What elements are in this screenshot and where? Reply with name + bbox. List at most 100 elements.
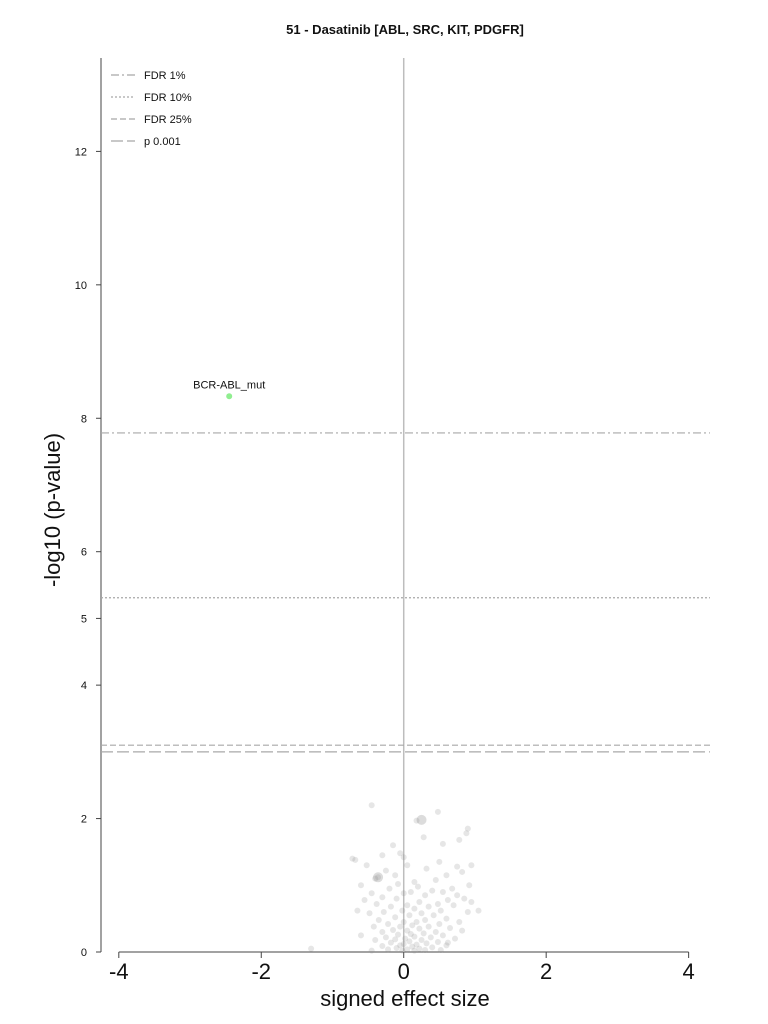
data-point (422, 892, 429, 899)
data-point (406, 938, 413, 945)
data-point (411, 933, 418, 940)
chart-title: 51 - Dasatinib [ABL, SRC, KIT, PDGFR] (286, 22, 524, 37)
data-point (468, 898, 475, 905)
data-point (379, 928, 386, 935)
data-point (372, 875, 379, 882)
data-point (443, 942, 450, 949)
data-point (373, 872, 384, 883)
data-point (422, 946, 429, 953)
data-point (425, 903, 432, 910)
y-tick-label: 0 (81, 947, 87, 959)
data-point (454, 863, 461, 870)
data-point (397, 923, 404, 930)
data-point (382, 934, 389, 941)
data-point (400, 918, 407, 925)
data-point (444, 896, 451, 903)
data-point (475, 907, 482, 914)
data-point (427, 934, 434, 941)
data-point (390, 842, 397, 849)
data-point (402, 935, 409, 942)
data-point (411, 947, 418, 954)
data-point (366, 910, 373, 917)
data-point (452, 935, 459, 942)
data-point (395, 880, 402, 887)
data-point (400, 890, 407, 897)
data-point (392, 936, 399, 943)
data-point (439, 840, 446, 847)
data-point (459, 927, 466, 934)
data-point (461, 895, 468, 902)
data-point (368, 947, 375, 954)
y-tick-label: 8 (81, 413, 87, 425)
data-point (420, 930, 427, 937)
legend-label: FDR 1% (144, 70, 186, 82)
data-point (447, 924, 454, 931)
data-point (308, 945, 315, 952)
data-point (354, 907, 361, 914)
data-point (399, 907, 406, 914)
x-tick-label: 0 (398, 959, 410, 984)
data-point (420, 834, 427, 841)
point-annotation: BCR-ABL_mut (193, 379, 265, 391)
data-point (416, 898, 423, 905)
data-point (404, 902, 411, 909)
highlight-point (226, 393, 233, 400)
plot-area: 0 2 4 5 6 8 10 12 -4 -2 0 2 4 BCR-ABL_mut (75, 58, 710, 984)
data-point (418, 936, 425, 943)
data-point (397, 942, 404, 949)
data-point (379, 894, 386, 901)
data-point (422, 916, 429, 923)
data-point (409, 943, 416, 950)
data-point (437, 946, 444, 953)
data-point (386, 885, 393, 892)
data-point (407, 930, 414, 937)
data-point (429, 887, 436, 894)
data-point (407, 888, 414, 895)
data-point (400, 940, 407, 947)
x-axis-label: signed effect size (320, 986, 490, 1011)
data-point (443, 872, 450, 879)
data-point (379, 852, 386, 859)
data-point (393, 944, 400, 951)
data-point (404, 946, 411, 953)
data-point (397, 850, 404, 857)
data-point (385, 920, 392, 927)
data-point (380, 908, 387, 915)
x-tick-label: -2 (251, 959, 271, 984)
data-point (413, 941, 420, 948)
y-axis-label: -log10 (p-value) (40, 433, 65, 587)
data-point (436, 858, 443, 865)
data-point (352, 856, 359, 863)
data-point (411, 905, 418, 912)
data-point (423, 865, 430, 872)
data-point (357, 932, 364, 939)
data-point (393, 895, 400, 902)
data-point (425, 923, 432, 930)
data-point (379, 942, 386, 949)
data-point (464, 908, 471, 915)
data-point (439, 932, 446, 939)
legend: FDR 1% FDR 10% FDR 25% p 0.001 (111, 70, 192, 148)
data-point (443, 915, 450, 922)
data-point (409, 922, 416, 929)
y-tick-label: 4 (81, 680, 87, 692)
data-point (432, 876, 439, 883)
data-point (450, 902, 457, 909)
data-point (416, 945, 423, 952)
data-point (464, 825, 471, 832)
y-tick-label: 6 (81, 547, 87, 559)
x-tick-label: 2 (540, 959, 552, 984)
data-point (434, 938, 441, 945)
data-point (429, 944, 436, 951)
data-point (385, 946, 392, 953)
data-point (368, 890, 375, 897)
data-point (361, 896, 368, 903)
data-point (349, 855, 356, 862)
data-point (463, 830, 470, 837)
data-point (432, 928, 439, 935)
x-tick-label: 4 (683, 959, 695, 984)
data-point (437, 907, 444, 914)
y-tick-label: 10 (75, 280, 87, 292)
data-point (399, 947, 406, 954)
data-point (439, 888, 446, 895)
